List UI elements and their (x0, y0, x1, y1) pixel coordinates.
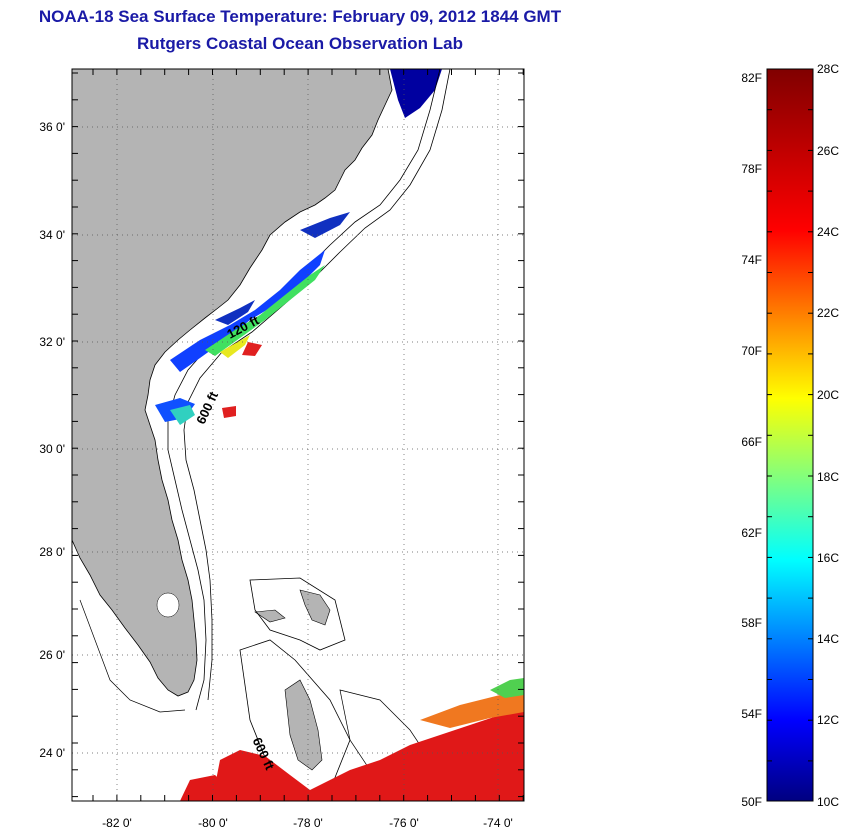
sst-patch-nc-blue (300, 212, 350, 238)
colorbar-c-label: 20C (817, 388, 839, 402)
colorbar-f-label: 66F (741, 435, 762, 449)
lat-labels: 36 0' 34 0' 32 0' 30 0' 28 0' 26 0' 24 0… (39, 120, 65, 760)
contour-bahamas-2 (239, 639, 351, 796)
lon-labels: -82 0' -80 0' -78 0' -76 0' -74 0' (102, 816, 513, 830)
lat-label: 24 0' (39, 746, 65, 760)
sst-patch-sc-blue (215, 300, 255, 325)
lat-label: 36 0' (39, 120, 65, 134)
lon-label: -80 0' (198, 816, 228, 830)
sst-patch-coast-yellow (220, 335, 250, 358)
colorbar-f-label: 82F (741, 71, 762, 85)
contour-shelf-600ft (183, 69, 451, 701)
sst-patch-keys-red (180, 775, 230, 801)
sst-patch-ga-cyan (170, 405, 195, 425)
sst-patch-northeast (390, 69, 442, 118)
land-bahamas-abaco (299, 589, 331, 626)
lat-label: 26 0' (39, 648, 65, 662)
map-grid (72, 69, 524, 801)
colorbar-f-label: 62F (741, 526, 762, 540)
sst-patch-coast-blue (170, 250, 325, 372)
colorbar-f-label: 78F (741, 162, 762, 176)
sst-patch-coast-red (242, 342, 262, 356)
land-bahamas-gbi (254, 609, 286, 623)
colorbar-c-label: 22C (817, 306, 839, 320)
lat-label: 28 0' (39, 545, 65, 559)
lon-label: -76 0' (389, 816, 419, 830)
colorbar-f-labels: 82F 78F 74F 70F 66F 62F 58F 54F 50F (741, 71, 762, 809)
contour-florida-keys (79, 599, 186, 713)
sst-patch-south-red (212, 710, 524, 801)
contour-bahamas (249, 577, 346, 651)
colorbar-ticks (767, 68, 813, 762)
lat-label: 34 0' (39, 228, 65, 242)
colorbar-c-label: 14C (817, 632, 839, 646)
colorbar-c-label: 26C (817, 144, 839, 158)
lake-okeechobee (156, 592, 180, 618)
sst-patch-coast-green (205, 265, 325, 356)
contour-shelf-120ft (167, 69, 441, 711)
lon-label: -74 0' (483, 816, 513, 830)
sst-patch-south-green (490, 678, 524, 698)
colorbar-c-labels: 28C 26C 24C 22C 20C 18C 16C 14C 12C 10C (817, 62, 839, 809)
contour-label-600ft-north: 600 ft (193, 389, 221, 427)
lat-label: 30 0' (39, 442, 65, 456)
map-ticks (72, 69, 524, 801)
colorbar-f-label: 58F (741, 616, 762, 630)
land-bahamas-andros (284, 679, 323, 771)
colorbar-c-label: 10C (817, 795, 839, 809)
map-title: NOAA-18 Sea Surface Temperature: Februar… (38, 7, 562, 26)
lon-label: -78 0' (293, 816, 323, 830)
colorbar-c-label: 18C (817, 470, 839, 484)
lat-label: 32 0' (39, 335, 65, 349)
colorbar-c-label: 28C (817, 62, 839, 76)
colorbar-f-label: 50F (741, 795, 762, 809)
colorbar-f-label: 54F (741, 707, 762, 721)
colorbar-c-label: 12C (817, 713, 839, 727)
colorbar-f-label: 70F (741, 344, 762, 358)
colorbar-c-label: 24C (817, 225, 839, 239)
sst-patch-gulfstream-red (222, 406, 236, 418)
colorbar-c-label: 16C (817, 551, 839, 565)
map-frame (71, 68, 525, 802)
lon-label: -82 0' (102, 816, 132, 830)
colorbar-f-label: 74F (741, 253, 762, 267)
land-mainland (72, 69, 393, 697)
map-subtitle: Rutgers Coastal Ocean Observation Lab (137, 34, 463, 53)
colorbar (766, 68, 814, 802)
